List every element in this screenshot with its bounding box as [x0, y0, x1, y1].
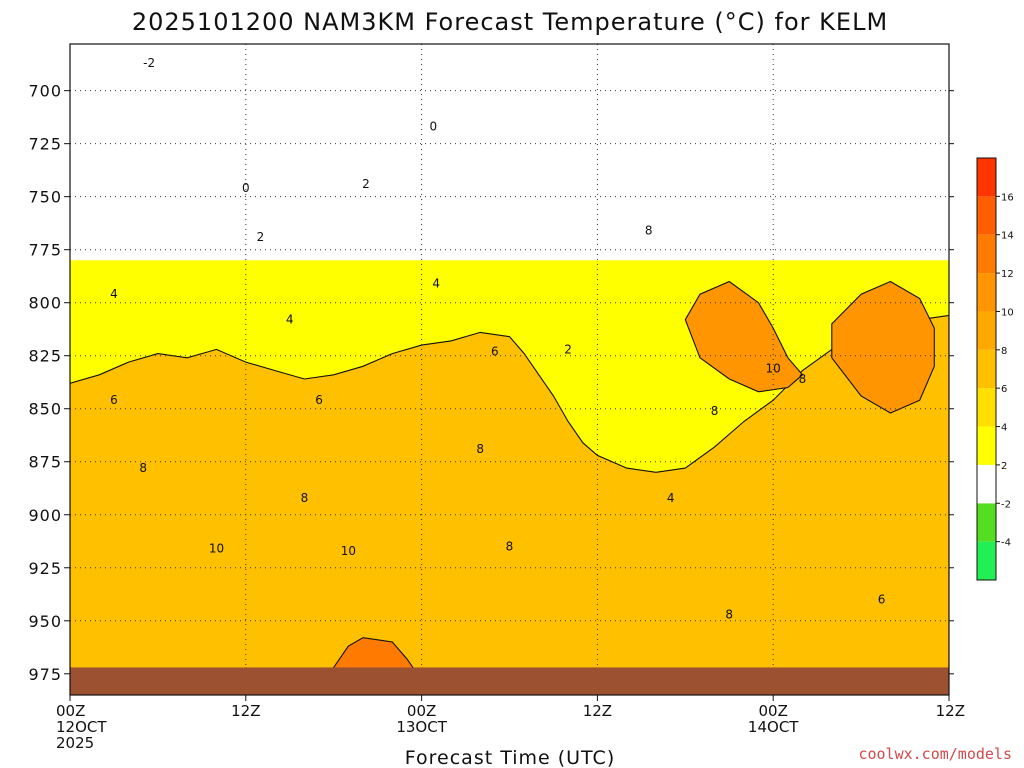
contour-label-8: 4 — [432, 277, 440, 291]
background-cold-band — [70, 44, 949, 261]
ground-below-surface — [70, 667, 949, 695]
contour-label-14: 8 — [139, 461, 147, 475]
contour-labels: -2 0 0 2 2 2 4 4 4 4 6 6 6 6 8 8 8 8 8 8 8 8 10 10 10 — [110, 56, 885, 621]
x-axis-label: Forecast Time (UTC) — [405, 747, 615, 768]
x-tick-label-24-0: 00Z — [407, 702, 436, 720]
gridlines — [70, 44, 949, 695]
y-tick-label-775: 775 — [28, 241, 62, 260]
x-tick-label-0-2: 2025 — [56, 734, 94, 752]
colorbar-tick-label-4: 6 — [1001, 384, 1007, 395]
x-tick-label-48-0: 00Z — [759, 702, 788, 720]
contour-label-12: 6 — [491, 344, 499, 358]
colorbar-tick-label-8: 14 — [1001, 231, 1014, 242]
colorbar-swatch-8 — [977, 234, 996, 274]
colorbar-swatch-2 — [977, 464, 996, 504]
temperature-band-6-2 — [70, 314, 949, 695]
contour-label-15: 8 — [301, 491, 309, 505]
colorbar-swatch-3 — [977, 426, 996, 465]
colorbar-swatch-7 — [977, 273, 996, 312]
chart-title: 2025101200 NAM3KM Forecast Temperature (… — [132, 8, 888, 36]
colorbar-swatch-5 — [977, 349, 996, 389]
contour-label-13: 6 — [878, 593, 886, 607]
contour-label-24: 10 — [766, 361, 781, 375]
colorbar-tick-label-7: 12 — [1001, 269, 1014, 280]
colorbar-frame — [976, 157, 997, 581]
contour-label-21: 8 — [799, 372, 807, 386]
y-tick-label-975: 975 — [28, 665, 62, 684]
colorbar-swatch-10 — [977, 158, 996, 197]
x-tick-label-36-0: 12Z — [583, 702, 612, 720]
y-tick-label-850: 850 — [28, 400, 62, 419]
x-tick-label-48-1: 14OCT — [748, 718, 799, 736]
colorbar-swatch-6 — [977, 311, 996, 350]
contour-label-6: 4 — [110, 287, 118, 301]
y-tick-label-950: 950 — [28, 612, 62, 631]
contour-label-3: 2 — [362, 177, 370, 191]
contour-label-7: 4 — [286, 313, 294, 327]
y-tick-label-925: 925 — [28, 559, 62, 578]
colorbar-tick-label-3: 4 — [1001, 423, 1007, 434]
y-tick-label-900: 900 — [28, 506, 62, 525]
plot-area: -2 0 0 2 2 2 4 4 4 4 6 6 6 6 8 8 8 8 8 8 8 8 10 10 10 — [70, 44, 949, 695]
colorbar-swatch-0 — [977, 541, 996, 580]
plot-frame — [69, 43, 950, 696]
colorbar-tick-label-1: -2 — [1001, 499, 1011, 510]
colorbar: -4 -2 2 4 6 8 10 12 14 16 — [976, 157, 1014, 581]
contour-label-5: 2 — [564, 342, 572, 356]
x-tick-label-0-1: 12OCT — [56, 718, 107, 736]
contour-label-20: 8 — [725, 607, 733, 621]
contour-label-2: 0 — [429, 120, 437, 134]
contour-label-18: 8 — [645, 224, 653, 238]
colorbar-tick-label-2: 2 — [1001, 461, 1007, 472]
colorbar-tick-label-9: 16 — [1001, 192, 1014, 203]
contour-label-16: 8 — [476, 442, 484, 456]
y-tick-label-725: 725 — [28, 135, 62, 154]
contour-label-11: 6 — [315, 393, 323, 407]
contour-label-23: 10 — [341, 544, 356, 558]
contour-label-9: 4 — [667, 491, 675, 505]
contour-label-1: 0 — [242, 181, 250, 195]
colorbar-swatch-1 — [977, 503, 996, 542]
x-tick-label-24-1: 13OCT — [396, 718, 447, 736]
colorbar-tick-label-6: 10 — [1001, 307, 1014, 318]
contour-label-0: -2 — [143, 56, 155, 70]
temperature-band-10-4 — [831, 280, 935, 414]
contour-label-10: 6 — [110, 393, 118, 407]
contour-label-17: 8 — [506, 540, 514, 554]
x-tick-label-0-0: 00Z — [56, 702, 85, 720]
y-tick-label-750: 750 — [28, 188, 62, 207]
contour-label-22: 10 — [209, 542, 224, 556]
y-tick-label-875: 875 — [28, 453, 62, 472]
credit-text: coolwx.com/models — [858, 745, 1012, 763]
contour-label-19: 8 — [711, 404, 719, 418]
colorbar-swatch-9 — [977, 196, 996, 235]
y-tick-label-825: 825 — [28, 347, 62, 366]
contour-label-4: 2 — [257, 230, 265, 244]
colorbar-tick-label-0: -4 — [1001, 538, 1011, 549]
x-tick-label-60-0: 12Z — [936, 702, 965, 720]
y-tick-label-700: 700 — [28, 82, 62, 101]
colorbar-tick-label-5: 8 — [1001, 346, 1007, 357]
x-tick-label-12-0: 12Z — [231, 702, 260, 720]
y-tick-label-800: 800 — [28, 294, 62, 313]
colorbar-swatch-4 — [977, 388, 996, 427]
